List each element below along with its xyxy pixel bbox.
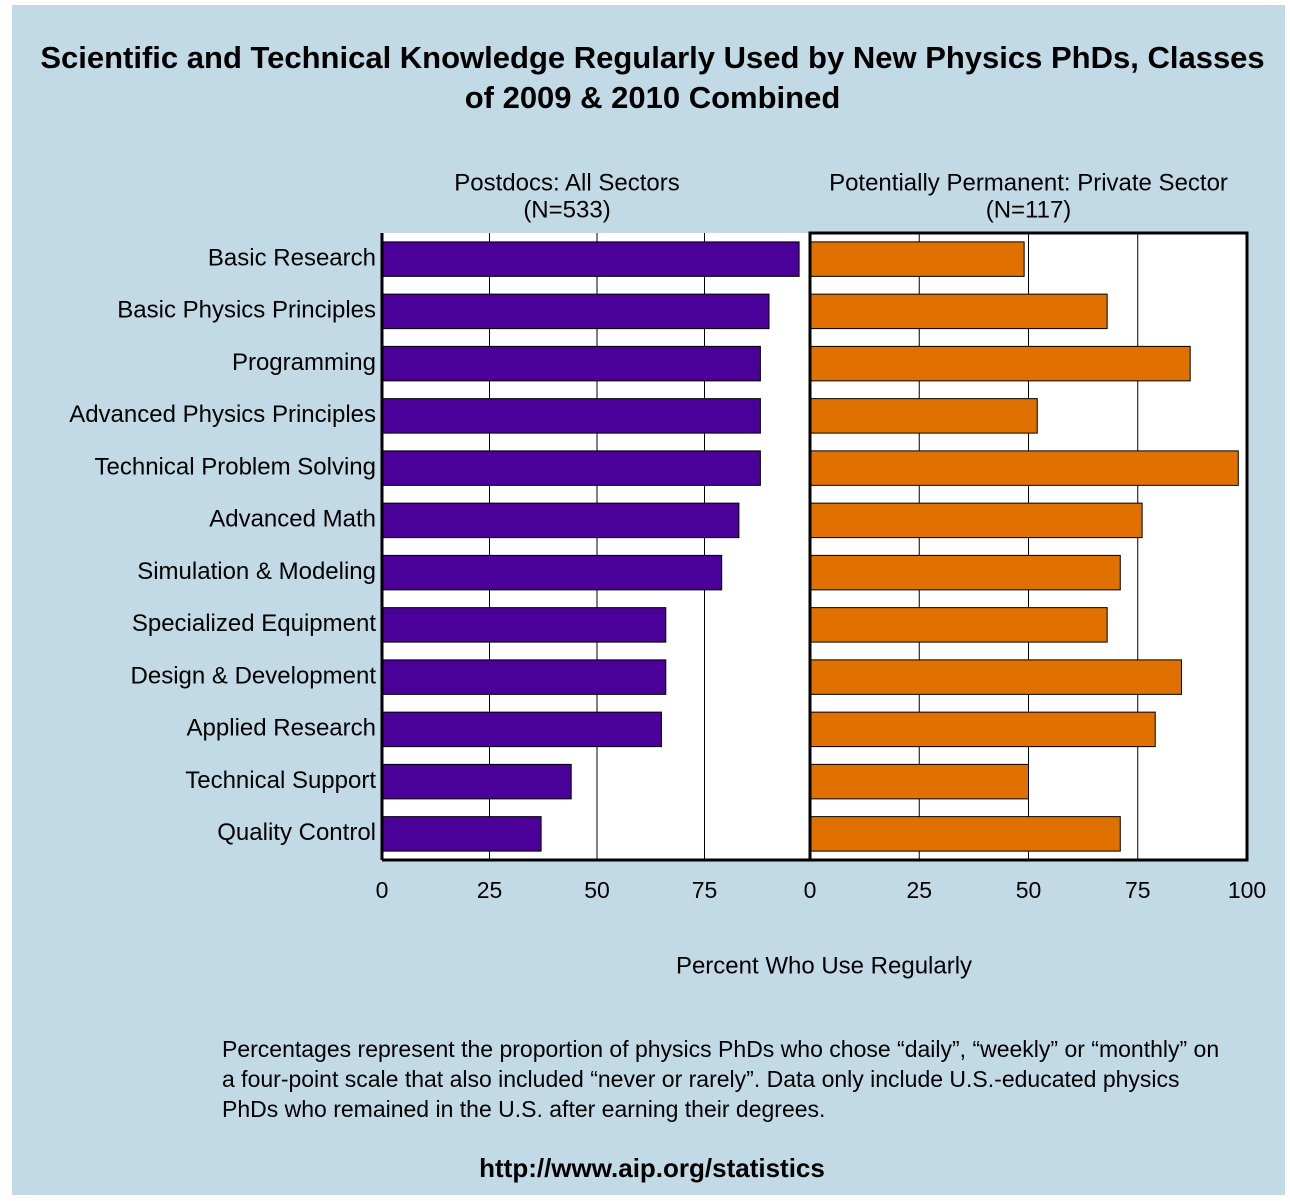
- category-label: Basic Research: [208, 244, 376, 271]
- category-label: Design & Development: [131, 662, 377, 689]
- x-tick-label: 75: [692, 877, 718, 903]
- category-label: Technical Support: [185, 767, 376, 794]
- bar: [809, 293, 1108, 330]
- panel-title: Potentially Permanent: Private Sector: [829, 169, 1228, 196]
- bar: [381, 711, 662, 748]
- bar: [381, 502, 740, 539]
- bar: [809, 345, 1191, 382]
- bar: [809, 398, 1038, 434]
- category-label: Advanced Math: [209, 506, 376, 533]
- x-axis-label: Percent Who Use Regularly: [676, 952, 972, 979]
- bar: [809, 659, 1182, 695]
- bar: [381, 345, 761, 382]
- category-label: Specialized Equipment: [132, 610, 376, 637]
- panel-sample: (N=533): [523, 196, 610, 223]
- note: Percentages represent the proportion of …: [222, 1036, 1220, 1122]
- category-label: Simulation & Modeling: [137, 558, 376, 585]
- bar: [809, 816, 1121, 852]
- category-label: Quality Control: [217, 819, 376, 846]
- chart-title: Scientific and Technical Knowledge Regul…: [40, 40, 1265, 115]
- bar: [809, 763, 1029, 800]
- bar: [381, 398, 761, 434]
- bar: [381, 554, 723, 591]
- bar: [381, 816, 542, 852]
- bar: [809, 711, 1156, 748]
- bar: [809, 607, 1108, 643]
- category-label: Programming: [232, 349, 376, 376]
- bar: [381, 241, 800, 277]
- panel-title: Postdocs: All Sectors: [454, 169, 679, 196]
- bar: [809, 554, 1121, 591]
- source: http://www.aip.org/statistics: [479, 1153, 825, 1183]
- x-tick-label: 0: [376, 877, 389, 903]
- x-tick-label: 75: [1125, 877, 1151, 903]
- bar: [809, 241, 1025, 277]
- x-tick-label: 100: [1228, 877, 1266, 903]
- bar: [809, 502, 1143, 539]
- bar: [381, 293, 770, 330]
- bar: [381, 763, 572, 800]
- x-tick-label: 25: [906, 877, 932, 903]
- bar: [381, 450, 761, 486]
- x-tick-label: 50: [1016, 877, 1042, 903]
- category-label: Applied Research: [187, 715, 376, 742]
- category-label: Technical Problem Solving: [95, 453, 376, 480]
- bar: [809, 450, 1239, 486]
- bar: [381, 659, 667, 695]
- x-tick-label: 50: [584, 877, 610, 903]
- x-tick-label: 25: [477, 877, 503, 903]
- bar: [381, 607, 667, 643]
- category-label: Basic Physics Principles: [117, 297, 376, 324]
- category-label: Advanced Physics Principles: [69, 401, 376, 428]
- x-tick-label: 0: [804, 877, 817, 903]
- panel-sample: (N=117): [986, 196, 1072, 223]
